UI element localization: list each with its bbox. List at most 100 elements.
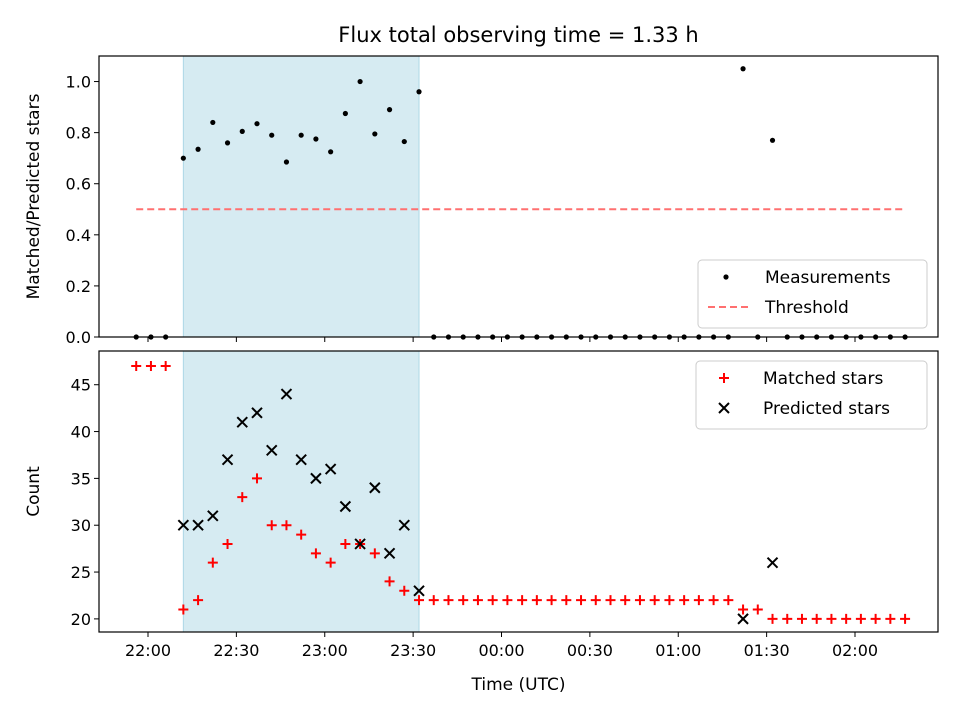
bottom-point bbox=[177, 519, 190, 531]
bottom-point bbox=[193, 595, 204, 606]
top-point bbox=[313, 136, 319, 142]
bottom-point bbox=[590, 595, 601, 606]
bottom-point bbox=[708, 595, 719, 606]
bottom-point bbox=[266, 444, 278, 456]
bottom-point bbox=[160, 360, 171, 371]
top-ytick-label: 0.6 bbox=[66, 175, 91, 194]
bottom-point bbox=[649, 595, 660, 606]
top-point bbox=[416, 89, 422, 95]
bottom-point bbox=[738, 604, 749, 615]
bottom-point bbox=[398, 519, 410, 531]
bottom-point bbox=[251, 473, 262, 484]
bottom-point bbox=[296, 529, 307, 540]
top-highlight-span bbox=[182, 55, 420, 338]
bottom-point bbox=[399, 585, 410, 596]
top-ylabel: Matched/Predicted stars bbox=[24, 93, 44, 299]
bottom-ytick-label: 45 bbox=[71, 376, 91, 395]
bottom-point bbox=[841, 613, 852, 624]
bottom-point bbox=[369, 548, 380, 559]
top-point bbox=[401, 138, 407, 145]
bottom-xtick-label: 22:00 bbox=[125, 641, 171, 660]
bottom-point bbox=[369, 482, 381, 494]
bottom-point bbox=[325, 557, 336, 568]
top-legend bbox=[697, 259, 928, 329]
bottom-point bbox=[443, 595, 454, 606]
bottom-point bbox=[679, 595, 690, 606]
bottom-ytick-label: 20 bbox=[71, 610, 91, 629]
bottom-point bbox=[339, 500, 352, 513]
bottom-point bbox=[178, 604, 189, 615]
bottom-point bbox=[782, 613, 793, 624]
bottom-point bbox=[546, 595, 557, 606]
bottom-legend-label: Predicted stars bbox=[763, 399, 890, 419]
top-point bbox=[283, 159, 290, 165]
bottom-point bbox=[207, 557, 218, 568]
bottom-point bbox=[310, 472, 322, 485]
top-point bbox=[224, 140, 231, 146]
bottom-point bbox=[222, 538, 233, 549]
bottom-point bbox=[855, 613, 866, 624]
bottom-point bbox=[767, 613, 778, 624]
top-point bbox=[386, 107, 393, 113]
bottom-xtick-label: 01:00 bbox=[655, 641, 701, 660]
bottom-xtick-label: 23:00 bbox=[302, 641, 348, 660]
bottom-axes-frame bbox=[98, 350, 939, 633]
bottom-point bbox=[280, 388, 293, 400]
bottom-point bbox=[266, 520, 277, 531]
top-point bbox=[195, 146, 201, 152]
bottom-point bbox=[281, 520, 292, 531]
bottom-point bbox=[221, 453, 234, 466]
bottom-point bbox=[207, 510, 219, 522]
bottom-point bbox=[145, 360, 156, 371]
bottom-point bbox=[900, 613, 911, 624]
top-point bbox=[769, 137, 776, 143]
top-point bbox=[372, 131, 378, 137]
bottom-highlight-span bbox=[182, 350, 420, 633]
bottom-point bbox=[251, 407, 263, 419]
bottom-point bbox=[472, 595, 483, 606]
bottom-point bbox=[413, 585, 425, 597]
bottom-legend bbox=[695, 360, 928, 430]
bottom-point bbox=[576, 595, 587, 606]
bottom-point bbox=[531, 595, 542, 606]
bottom-point bbox=[723, 595, 734, 606]
bottom-point bbox=[517, 595, 528, 606]
bottom-xtick-label: 23:30 bbox=[390, 641, 436, 660]
top-ytick-label: 0.8 bbox=[66, 124, 91, 143]
bottom-point bbox=[428, 595, 439, 606]
bottom-point bbox=[811, 613, 822, 624]
top-point bbox=[328, 149, 334, 155]
bottom-point bbox=[131, 360, 142, 371]
bottom-legend-swatch bbox=[719, 373, 729, 383]
top-point bbox=[254, 121, 260, 127]
bottom-point bbox=[414, 595, 425, 606]
bottom-series-matched-stars bbox=[131, 360, 911, 624]
bottom-ytick-label: 35 bbox=[71, 469, 91, 488]
bottom-point bbox=[826, 613, 837, 624]
bottom-point bbox=[354, 538, 366, 550]
top-axes-frame bbox=[98, 55, 939, 338]
bottom-point bbox=[383, 547, 396, 560]
bottom-series-predicted-stars bbox=[177, 388, 779, 625]
bottom-point bbox=[310, 548, 321, 559]
bottom-point bbox=[796, 613, 807, 624]
bottom-point bbox=[192, 519, 204, 531]
bottom-ytick-label: 40 bbox=[71, 423, 91, 442]
top-ytick-label: 0.0 bbox=[66, 328, 91, 347]
xlabel: Time (UTC) bbox=[471, 675, 566, 695]
bottom-point bbox=[295, 453, 307, 466]
bottom-point bbox=[620, 595, 631, 606]
bottom-point bbox=[561, 595, 572, 606]
bottom-point bbox=[487, 595, 498, 606]
top-ytick-label: 0.2 bbox=[66, 277, 91, 296]
bottom-point bbox=[340, 538, 351, 549]
bottom-point bbox=[870, 613, 881, 624]
bottom-point bbox=[693, 595, 704, 606]
bottom-point bbox=[885, 613, 896, 624]
bottom-point bbox=[752, 604, 763, 615]
bottom-point bbox=[324, 463, 337, 475]
bottom-ylabel: Count bbox=[24, 466, 44, 517]
top-point bbox=[269, 132, 275, 138]
top-point bbox=[298, 132, 304, 138]
